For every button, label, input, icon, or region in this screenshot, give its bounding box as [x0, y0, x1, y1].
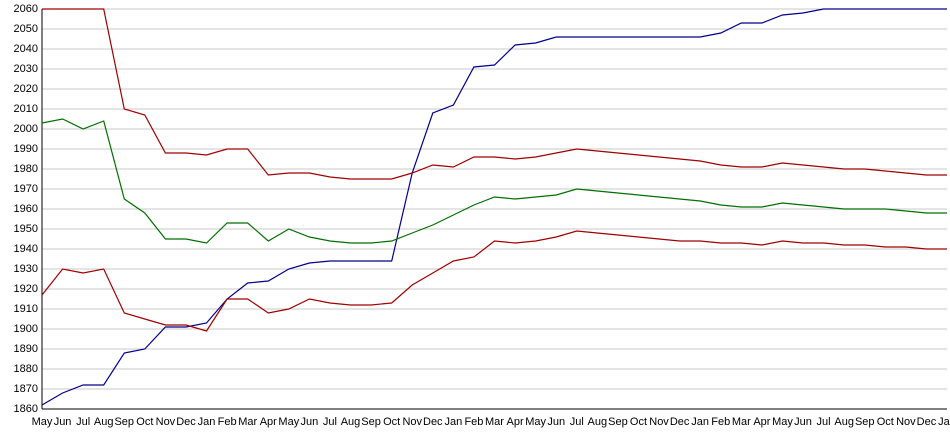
x-tick-label: Oct: [877, 416, 894, 428]
x-tick-label: Oct: [136, 416, 153, 428]
y-tick-label: 1860: [14, 403, 38, 415]
x-tick-label: Aug: [834, 416, 854, 428]
x-tick-label: Jan: [198, 416, 216, 428]
x-tick-label: Sep: [608, 416, 628, 428]
x-tick-label: Aug: [341, 416, 361, 428]
x-tick-label: Feb: [218, 416, 237, 428]
x-tick-label: Mar: [238, 416, 257, 428]
x-tick-label: Jan: [691, 416, 709, 428]
y-tick-label: 2040: [14, 43, 38, 55]
x-tick-label: Aug: [94, 416, 114, 428]
y-tick-label: 1910: [14, 303, 38, 315]
y-tick-label: 2000: [14, 123, 38, 135]
y-tick-label: 1890: [14, 343, 38, 355]
y-tick-label: 1960: [14, 203, 38, 215]
x-tick-label: Apr: [260, 416, 277, 428]
y-tick-label: 2030: [14, 63, 38, 75]
x-tick-label: May: [278, 416, 299, 428]
series-line: [41, 8, 947, 406]
x-tick-label: May: [772, 416, 793, 428]
y-tick-label: 1880: [14, 363, 38, 375]
series-line: [42, 8, 947, 180]
x-tick-label: Nov: [402, 416, 422, 428]
y-tick-label: 2020: [14, 83, 38, 95]
x-tick-label: Sep: [855, 416, 875, 428]
x-tick-label: Aug: [588, 416, 608, 428]
series-line: [41, 118, 947, 244]
y-tick-label: 2050: [14, 23, 38, 35]
x-tick-label: Dec: [176, 416, 196, 428]
x-tick-label: Sep: [361, 416, 381, 428]
x-tick-label: Jun: [547, 416, 565, 428]
x-tick-label: Jul: [570, 416, 584, 428]
y-tick-label: 1940: [14, 243, 38, 255]
x-tick-label: Dec: [423, 416, 443, 428]
y-tick-label: 1930: [14, 263, 38, 275]
x-tick-label: Jul: [817, 416, 831, 428]
x-tick-label: Jun: [794, 416, 812, 428]
x-tick-label: Jun: [301, 416, 319, 428]
x-tick-label: Mar: [485, 416, 504, 428]
y-tick-label: 2060: [14, 3, 38, 15]
x-tick-label: Sep: [114, 416, 134, 428]
x-tick-label: Jun: [54, 416, 72, 428]
x-tick-label: Dec: [670, 416, 690, 428]
y-tick-label: 1990: [14, 143, 38, 155]
x-tick-label: Nov: [896, 416, 916, 428]
y-tick-label: 1920: [14, 283, 38, 295]
y-tick-label: 1870: [14, 383, 38, 395]
x-tick-label: May: [32, 416, 53, 428]
x-tick-label: Jul: [323, 416, 337, 428]
y-tick-label: 1900: [14, 323, 38, 335]
y-tick-label: 1970: [14, 183, 38, 195]
y-tick-label: 1950: [14, 223, 38, 235]
x-tick-label: Oct: [383, 416, 400, 428]
x-tick-label: Jan: [938, 416, 950, 428]
x-tick-label: May: [525, 416, 546, 428]
x-tick-label: Apr: [507, 416, 524, 428]
x-tick-label: Jan: [444, 416, 462, 428]
x-tick-label: Apr: [753, 416, 770, 428]
series-line: [41, 230, 947, 332]
x-tick-label: Feb: [464, 416, 483, 428]
x-tick-label: Dec: [917, 416, 937, 428]
y-tick-label: 2010: [14, 103, 38, 115]
x-tick-label: Feb: [711, 416, 730, 428]
x-tick-label: Oct: [630, 416, 647, 428]
y-tick-label: 1980: [14, 163, 38, 175]
x-tick-label: Nov: [156, 416, 176, 428]
x-tick-label: Jul: [76, 416, 90, 428]
x-tick-label: Mar: [732, 416, 751, 428]
x-tick-label: Nov: [649, 416, 669, 428]
